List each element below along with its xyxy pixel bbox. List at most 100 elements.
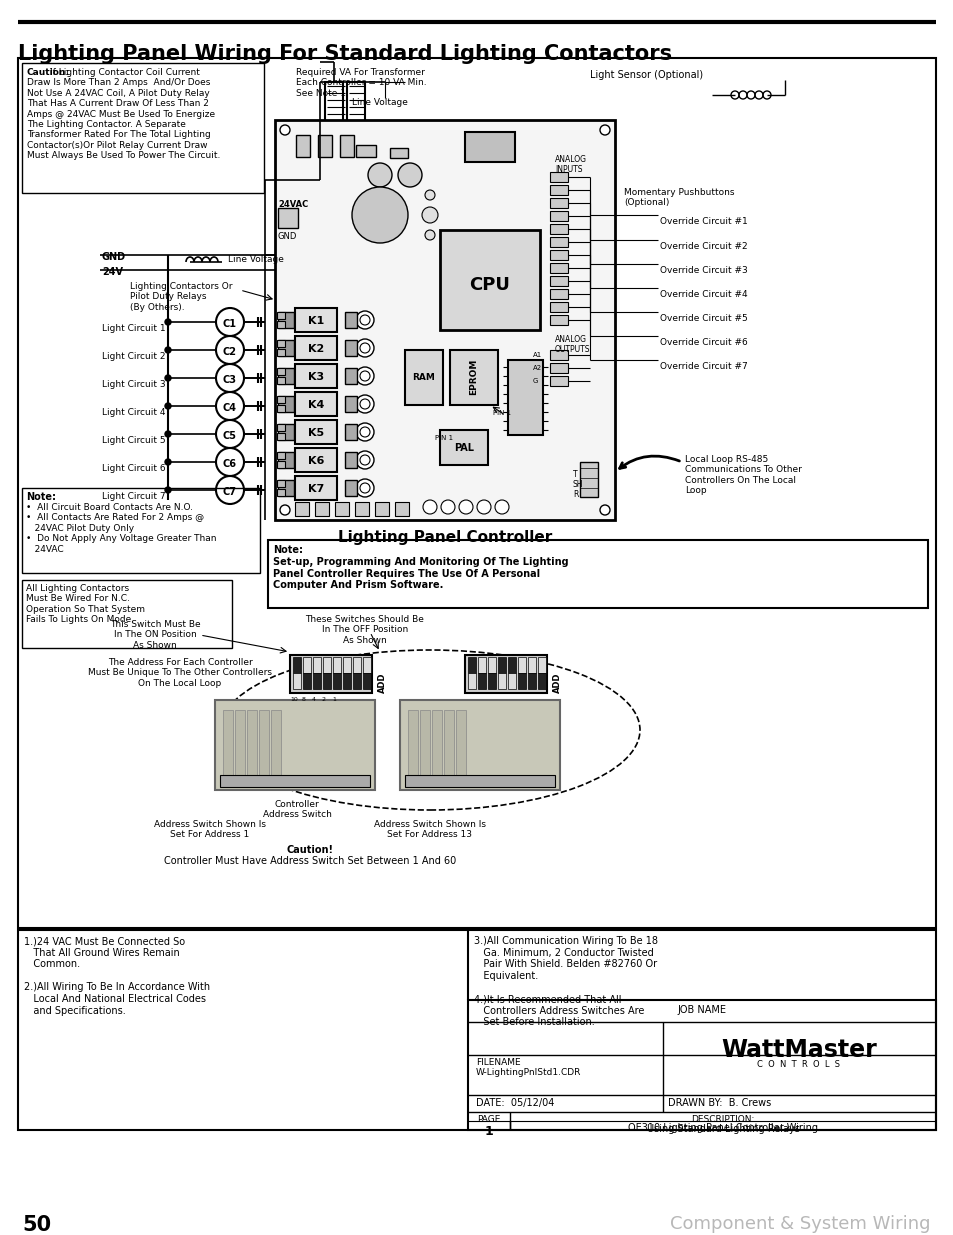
Text: Lighting Contactors Or
Pilot Duty Relays
(By Others).: Lighting Contactors Or Pilot Duty Relays…: [130, 282, 233, 311]
Bar: [468, 1000, 935, 1130]
Text: 10: 10: [290, 697, 297, 701]
Bar: [488, 673, 496, 689]
Bar: [276, 461, 285, 468]
Text: R: R: [573, 490, 578, 499]
Circle shape: [440, 500, 455, 514]
Text: OE310 Lighting Panel Controller Wiring: OE310 Lighting Panel Controller Wiring: [627, 1123, 817, 1132]
Bar: [18, 930, 935, 1130]
Circle shape: [165, 319, 171, 325]
Bar: [276, 489, 285, 496]
Bar: [317, 135, 332, 157]
Circle shape: [165, 459, 171, 466]
Bar: [294, 501, 309, 516]
Bar: [234, 710, 245, 776]
Bar: [333, 673, 340, 689]
Bar: [550, 363, 567, 373]
Text: Override Circuit #1: Override Circuit #1: [659, 217, 747, 226]
Text: •  All Circuit Board Contacts Are N.O.
•  All Contacts Are Rated For 2 Amps @
  : • All Circuit Board Contacts Are N.O. • …: [26, 503, 216, 553]
Circle shape: [215, 364, 244, 391]
Text: 24V: 24V: [102, 267, 123, 277]
Bar: [274, 120, 615, 520]
Bar: [293, 657, 301, 673]
Bar: [497, 673, 505, 689]
Text: Lighting Panel Wiring For Standard Lighting Contactors: Lighting Panel Wiring For Standard Light…: [18, 44, 672, 64]
Text: Light Circuit 7: Light Circuit 7: [102, 492, 166, 501]
Bar: [450, 350, 497, 405]
Circle shape: [359, 427, 370, 437]
Circle shape: [359, 343, 370, 353]
Circle shape: [215, 308, 244, 336]
Circle shape: [368, 163, 392, 186]
Bar: [395, 501, 409, 516]
Bar: [294, 391, 336, 416]
Bar: [439, 430, 488, 466]
Text: GND: GND: [277, 232, 297, 241]
Text: Controller Must Have Address Switch Set Between 1 And 60: Controller Must Have Address Switch Set …: [164, 856, 456, 866]
Bar: [276, 340, 285, 347]
Text: K4: K4: [308, 400, 324, 410]
Bar: [276, 396, 285, 403]
Circle shape: [165, 403, 171, 409]
Bar: [550, 375, 567, 387]
Bar: [517, 673, 525, 689]
Bar: [345, 424, 356, 440]
Circle shape: [476, 500, 491, 514]
Bar: [276, 480, 285, 487]
Text: Light Circuit 6: Light Circuit 6: [102, 464, 166, 473]
Text: These Switches Should Be
In The OFF Position
As Shown: These Switches Should Be In The OFF Posi…: [305, 615, 424, 645]
Circle shape: [165, 375, 171, 382]
Text: ADD: ADD: [377, 673, 387, 693]
Bar: [550, 350, 567, 359]
Text: PIN 1: PIN 1: [493, 410, 511, 416]
Bar: [497, 657, 505, 673]
Text: Controller
Address Switch: Controller Address Switch: [262, 800, 331, 819]
Bar: [390, 148, 408, 158]
Bar: [550, 263, 567, 273]
Bar: [268, 540, 927, 608]
Bar: [355, 144, 375, 157]
Bar: [277, 452, 294, 468]
Bar: [22, 580, 232, 648]
Bar: [323, 673, 331, 689]
Text: This Switch Must Be
In The ON Position
As Shown: This Switch Must Be In The ON Position A…: [110, 620, 200, 650]
Bar: [303, 673, 311, 689]
Circle shape: [359, 370, 370, 382]
Text: 1.)24 VAC Must Be Connected So
   That All Ground Wires Remain
   Common.

2.)Al: 1.)24 VAC Must Be Connected So That All …: [24, 936, 210, 1015]
Circle shape: [421, 207, 437, 224]
Bar: [550, 185, 567, 195]
Text: Caution:: Caution:: [27, 68, 70, 77]
Circle shape: [165, 347, 171, 353]
Bar: [439, 230, 539, 330]
Text: The Address For Each Controller
Must Be Unique To The Other Controllers
On The L: The Address For Each Controller Must Be …: [88, 658, 272, 688]
Bar: [294, 475, 336, 500]
Text: Line Voltage: Line Voltage: [352, 98, 408, 107]
Bar: [335, 501, 349, 516]
Circle shape: [359, 315, 370, 325]
Circle shape: [424, 230, 435, 240]
Bar: [468, 673, 476, 689]
Bar: [276, 433, 285, 440]
Bar: [271, 710, 281, 776]
Bar: [343, 657, 351, 673]
Bar: [333, 657, 340, 673]
Bar: [443, 710, 454, 776]
Text: C3: C3: [223, 375, 236, 385]
Bar: [550, 237, 567, 247]
Bar: [550, 249, 567, 261]
Bar: [517, 657, 525, 673]
Bar: [314, 501, 329, 516]
Text: RAM: RAM: [412, 373, 435, 382]
Bar: [363, 657, 371, 673]
Text: DATE:  05/12/04: DATE: 05/12/04: [476, 1098, 554, 1108]
Bar: [303, 657, 311, 673]
Text: Component & System Wiring: Component & System Wiring: [669, 1215, 929, 1233]
Bar: [363, 673, 371, 689]
Bar: [405, 350, 442, 405]
Text: EPROM: EPROM: [469, 359, 478, 395]
Text: W-LightingPnlStd1.CDR: W-LightingPnlStd1.CDR: [476, 1068, 580, 1077]
Bar: [313, 673, 320, 689]
Bar: [507, 359, 542, 435]
Bar: [550, 289, 567, 299]
Text: Light Sensor (Optional): Light Sensor (Optional): [589, 70, 702, 80]
Bar: [550, 224, 567, 233]
